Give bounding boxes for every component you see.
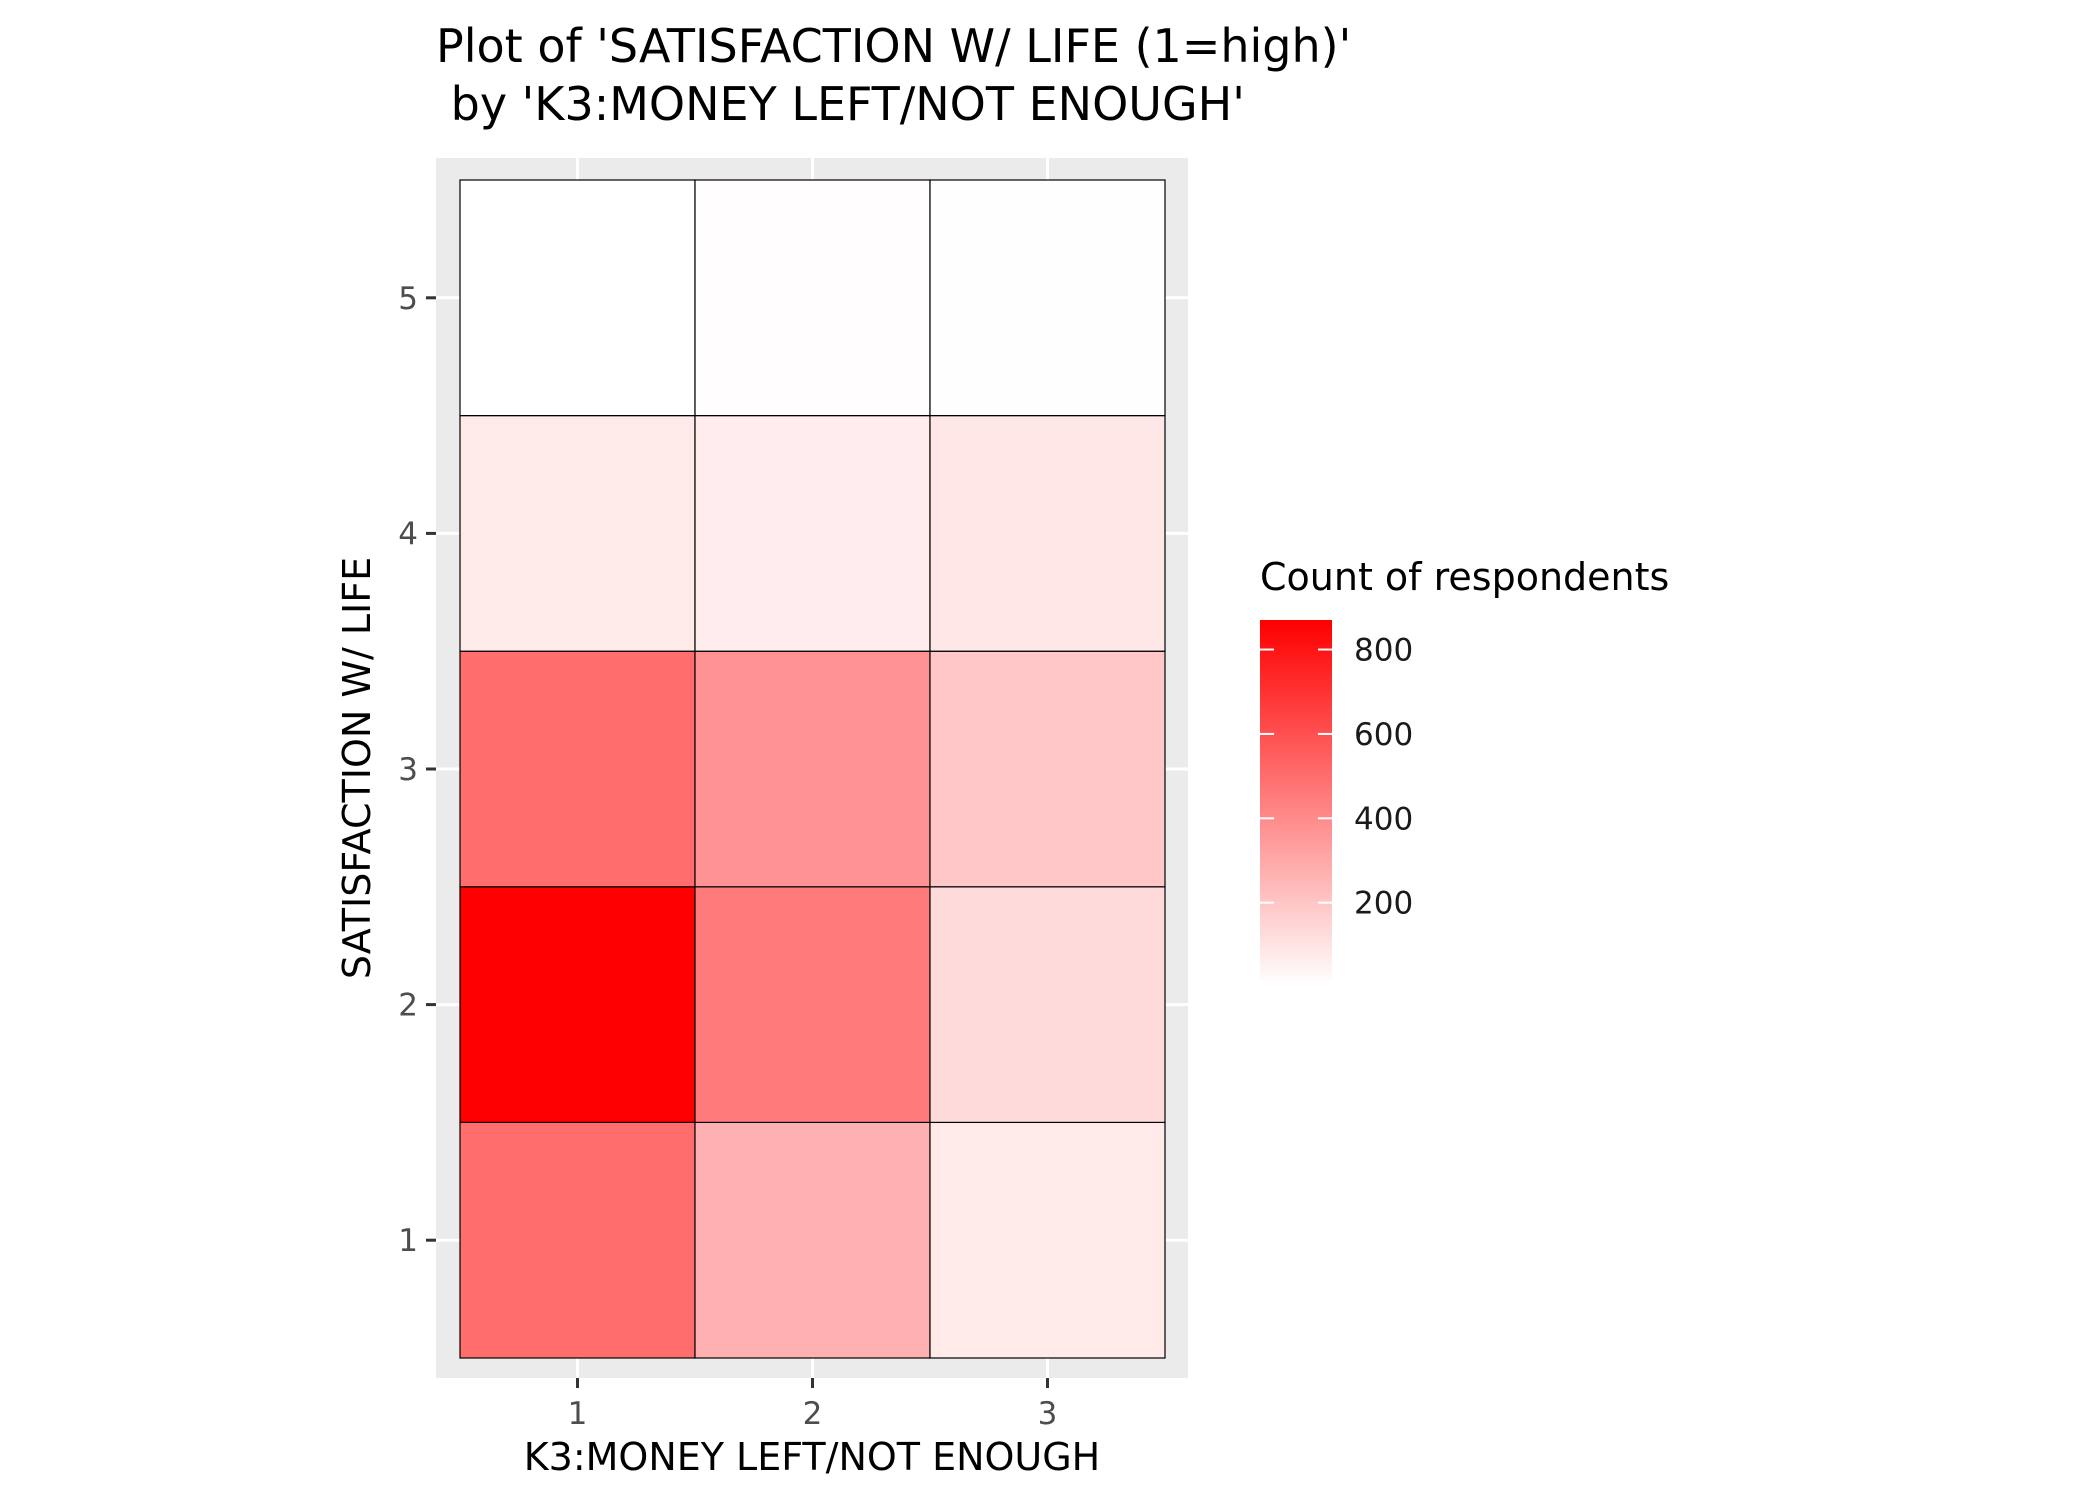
heatmap-cell xyxy=(694,886,931,1123)
heatmap-cell xyxy=(929,886,1166,1123)
heatmap-cell xyxy=(694,650,931,888)
heatmap-cell xyxy=(459,179,696,417)
legend-tick-label: 400 xyxy=(1354,801,1413,837)
heatmap-cell xyxy=(929,1121,1166,1359)
legend-tick-label: 200 xyxy=(1354,886,1413,922)
heatmap-cell xyxy=(459,650,696,888)
heatmap-cell xyxy=(694,179,931,417)
heatmap-cells xyxy=(459,179,1166,1359)
x-axis-title: K3:MONEY LEFT/NOT ENOUGH xyxy=(524,1435,1101,1479)
heatmap-cell xyxy=(694,415,931,652)
chart-title-line1: Plot of 'SATISFACTION W/ LIFE (1=high)' xyxy=(436,19,1351,73)
legend-tick-label: 800 xyxy=(1354,633,1413,669)
x-tick-label: 2 xyxy=(803,1396,823,1432)
y-tick-label: 5 xyxy=(398,281,418,317)
heatmap-cell xyxy=(694,1121,931,1359)
heatmap-cell xyxy=(929,415,1166,652)
y-tick-label: 4 xyxy=(398,516,418,552)
x-axis: 1 2 3 xyxy=(568,1378,1058,1432)
chart-title-line2: by 'K3:MONEY LEFT/NOT ENOUGH' xyxy=(436,77,1245,131)
x-tick-label: 3 xyxy=(1038,1396,1058,1432)
heatmap-cell xyxy=(929,650,1166,888)
y-tick-label: 2 xyxy=(398,988,418,1024)
legend-title: Count of respondents xyxy=(1260,555,1669,599)
y-tick-label: 3 xyxy=(398,752,418,788)
legend-tick-label: 600 xyxy=(1354,717,1413,753)
heatmap-cell xyxy=(929,179,1166,417)
y-tick-label: 1 xyxy=(398,1223,418,1259)
x-tick-label: 1 xyxy=(568,1396,588,1432)
heatmap-cell xyxy=(459,415,696,652)
heatmap-cell xyxy=(459,886,696,1123)
legend-colorbar xyxy=(1260,620,1332,985)
legend-ticks: 200 400 600 800 xyxy=(1260,633,1413,922)
y-axis: 1 2 3 4 5 xyxy=(398,281,436,1259)
y-axis-title: SATISFACTION W/ LIFE xyxy=(335,557,379,979)
heatmap-cell xyxy=(459,1121,696,1359)
